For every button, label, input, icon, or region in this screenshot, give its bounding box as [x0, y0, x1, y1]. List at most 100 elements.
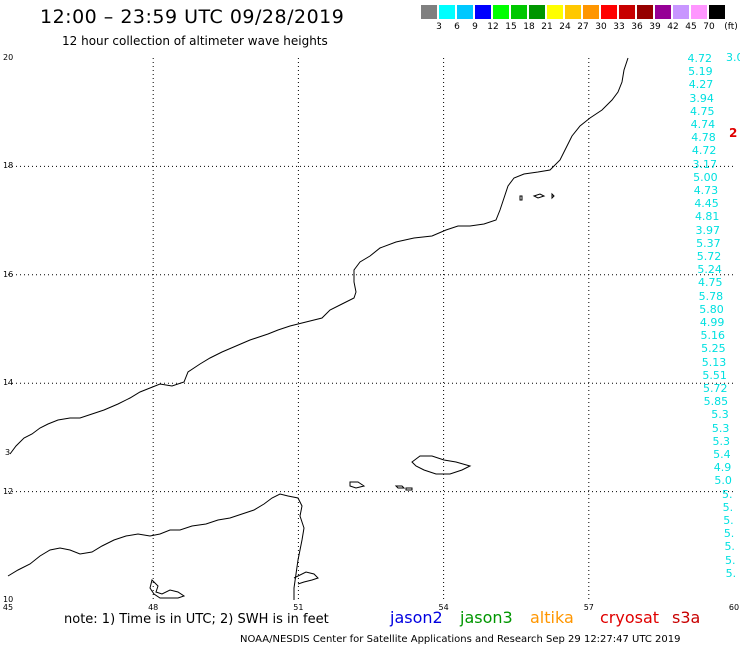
wave-height-value: 5.19 [688, 65, 713, 79]
colorbar-label: 12 [487, 22, 499, 32]
colorbar-swatch [619, 5, 635, 19]
satellite-legend-cryosat: cryosat [600, 608, 660, 627]
colorbar-swatch [493, 5, 509, 19]
colorbar-swatch [655, 5, 671, 19]
colorbar-label: 27 [577, 22, 589, 32]
wave-height-value: 4.73 [693, 184, 719, 197]
colorbar-swatch [637, 5, 653, 19]
wave-height-value: 5.3 [711, 408, 729, 422]
colorbar-swatch [421, 5, 437, 19]
island-socotra [411, 455, 472, 475]
wave-height-value: 4.78 [691, 131, 716, 145]
colorbar-label: 6 [454, 22, 460, 32]
map-title: 12:00 – 23:59 UTC 09/28/2019 [40, 6, 345, 28]
longitude-label: 48 [148, 603, 159, 612]
colorbar-label: 45 [685, 22, 697, 32]
islands-abd-al-kuri [349, 481, 413, 491]
colorbar-swatch [601, 5, 617, 19]
wave-height-value: 5.72 [703, 382, 728, 395]
wave-height-value: 5.80 [699, 302, 724, 316]
map-subtitle: 12 hour collection of altimeter wave hei… [62, 34, 328, 48]
longitude-label: 57 [583, 603, 594, 612]
wave-height-value: 5. [725, 553, 736, 567]
wave-height-value: 4.99 [699, 316, 725, 329]
wave-height-value: 4.9 [713, 461, 732, 475]
colorbar-label: 36 [631, 22, 643, 32]
latitude-label: 12 [3, 486, 14, 496]
wave-height-value: 3.17 [692, 157, 717, 171]
footer-credit: NOAA/NESDIS Center for Satellite Applica… [240, 634, 681, 645]
wave-height-value: 5.3 [712, 434, 730, 448]
wave-height-value: 5. [724, 540, 735, 554]
wave-height-value: 5. [723, 527, 735, 541]
wave-height-value: 4.81 [694, 210, 720, 224]
wave-height-value: 5.13 [701, 355, 727, 369]
longitude-label: 45 [2, 603, 14, 612]
wave-height-value: 5.51 [702, 368, 727, 382]
colorbar-label: 70 [703, 22, 715, 32]
wave-height-value: 3.97 [695, 223, 721, 237]
wave-height-value: 5.00 [693, 170, 718, 184]
colorbar-label: 39 [649, 22, 661, 32]
wave-height-colorbar: 3 6 9 12 15 18 21 24 27 30 33 36 39 42 45 70 (ft) [421, 5, 740, 35]
colorbar-swatch [709, 5, 725, 19]
map-frame [8, 58, 734, 600]
wave-height-value: 5.0 [714, 474, 732, 488]
coastline-cape-guardafui [293, 571, 319, 585]
coastline-arabian-peninsula [9, 57, 629, 455]
satellite-legend-altika: altika [530, 608, 574, 627]
colorbar-swatch [547, 5, 563, 19]
colorbar-label: 3 [436, 22, 442, 32]
note-text: note: 1) Time is in UTC; 2) SWH is in fe… [64, 612, 329, 627]
wave-height-value: 5.85 [703, 395, 729, 409]
wave-height-value: 5. [721, 487, 733, 501]
wave-height-value: 5.24 [697, 263, 722, 277]
wave-height-value: 5.3 [711, 421, 730, 435]
wave-height-value: 5.37 [696, 236, 721, 250]
track-red-marker: 2 [729, 126, 738, 140]
colorbar-swatch [691, 5, 707, 19]
colorbar-label: 24 [559, 22, 571, 32]
colorbar-swatch [439, 5, 455, 19]
colorbar-swatch [583, 5, 599, 19]
colorbar-swatch [673, 5, 689, 19]
wave-height-value: 5.4 [713, 448, 731, 461]
wave-height-value: 4.72 [687, 52, 713, 65]
longitude-label: 54 [438, 603, 449, 612]
wave-height-value: 3.94 [689, 91, 714, 105]
wave-height-value: 5. [723, 514, 734, 527]
colorbar-swatch [475, 5, 491, 19]
latitude-label: 14 [3, 378, 14, 388]
colorbar-swatch [529, 5, 545, 19]
map-gridlines [8, 58, 734, 600]
colorbar-swatch [511, 5, 527, 19]
wave-height-value: 5. [722, 500, 734, 514]
colorbar-swatch [457, 5, 473, 19]
colorbar-label: 42 [667, 22, 679, 32]
wave-height-value: 4.45 [694, 197, 719, 211]
side-label: 3 [5, 448, 11, 457]
wave-height-value: 5.72 [696, 250, 722, 263]
colorbar-swatch [565, 5, 581, 19]
wave-height-value: 4.75 [689, 104, 715, 118]
satellite-legend-s3a: s3a [672, 608, 701, 627]
longitude-label: 60 [728, 603, 740, 612]
latitude-label: 16 [3, 269, 14, 279]
colorbar-label: 30 [595, 22, 607, 32]
wave-height-value: 4.74 [690, 118, 716, 131]
coastline-horn-of-africa [7, 493, 305, 600]
coastline-somalia-inlet [149, 579, 186, 599]
colorbar-label: 18 [523, 22, 535, 32]
satellite-legend-jason2: jason2 [390, 608, 443, 627]
wave-height-value: 5.78 [698, 289, 724, 303]
wave-height-value: 5.25 [701, 342, 726, 356]
wave-height-value: 5. [725, 566, 737, 580]
track-top-value: 3.0 [726, 51, 740, 64]
satellite-legend-jason3: jason3 [460, 608, 513, 627]
colorbar-label: 15 [505, 22, 517, 32]
wave-height-value: 4.72 [691, 144, 717, 158]
wave-height-value: 4.75 [698, 276, 723, 290]
wave-height-value: 4.27 [688, 78, 714, 92]
colorbar-label: 33 [613, 22, 625, 32]
